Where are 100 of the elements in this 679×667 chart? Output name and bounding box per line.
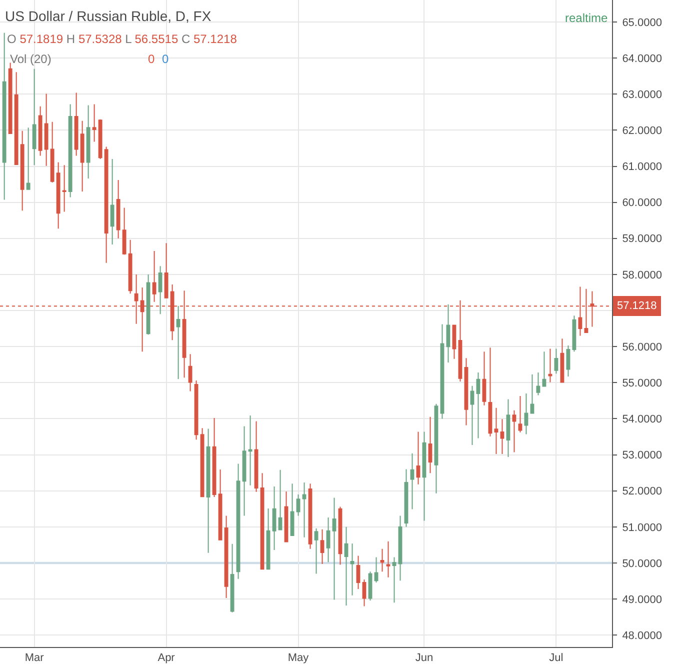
candlestick xyxy=(194,380,198,440)
candlestick xyxy=(152,250,156,302)
candlestick xyxy=(368,571,372,601)
candlestick xyxy=(26,127,30,190)
y-tick-label: 55.0000 xyxy=(622,378,662,390)
candlestick xyxy=(212,417,216,498)
ref-line-label: 57.1218 xyxy=(617,300,657,312)
candlestick xyxy=(332,497,336,600)
candlestick xyxy=(68,104,72,198)
candlestick xyxy=(278,469,282,530)
candlestick xyxy=(356,555,360,590)
candlestick xyxy=(428,416,432,474)
annotation: 0 xyxy=(162,52,169,66)
candlestick xyxy=(32,68,36,166)
candlestick xyxy=(386,540,390,578)
candlestick xyxy=(518,395,522,433)
x-tick-label: Jun xyxy=(415,652,434,664)
candlestick xyxy=(62,164,66,212)
candlestick xyxy=(122,207,126,256)
candlestick xyxy=(314,528,318,574)
candlestick xyxy=(206,428,210,554)
text: US Dollar / Russian Ruble, D, FX xyxy=(5,8,212,24)
candlestick xyxy=(92,104,96,142)
candlestick xyxy=(260,472,264,570)
candlestick xyxy=(14,72,18,165)
x-tick-label: May xyxy=(288,652,310,664)
y-tick-label: 59.0000 xyxy=(622,233,662,246)
candlestick xyxy=(476,372,480,439)
y-tick-label: 49.0000 xyxy=(622,594,662,606)
annotation: O 57.1819 H 57.5328 L 56.5515 C 57.1218 xyxy=(7,32,238,46)
y-tick-label: 56.0000 xyxy=(622,341,662,354)
y-tick-label: 54.0000 xyxy=(622,414,662,426)
candlestick xyxy=(482,351,486,406)
candlestick xyxy=(362,579,366,607)
candlestick xyxy=(254,420,258,492)
candlestick xyxy=(548,348,552,383)
candlestick xyxy=(464,358,468,426)
candlestick xyxy=(392,556,396,604)
candlestick xyxy=(530,374,534,414)
candlestick xyxy=(308,483,312,550)
y-tick-label: 48.0000 xyxy=(622,630,662,642)
candlestick xyxy=(110,158,114,246)
candlestick xyxy=(20,130,24,212)
candlestick xyxy=(512,410,516,453)
candlestick xyxy=(410,452,414,510)
candlestick xyxy=(86,104,90,180)
candlestick xyxy=(320,528,324,565)
y-tick-label: 53.0000 xyxy=(622,450,662,462)
y-tick-label: 50.0000 xyxy=(622,558,662,570)
candlestick xyxy=(200,428,204,498)
candlestick xyxy=(422,431,426,522)
candlestick xyxy=(488,347,492,437)
annotation: Vol (20) xyxy=(10,52,52,66)
candlestick xyxy=(446,304,450,363)
x-tick-label: Jul xyxy=(549,652,564,664)
y-tick-label: 60.0000 xyxy=(622,197,662,210)
candlestick xyxy=(98,118,102,160)
candlestick xyxy=(560,338,564,383)
candlestick xyxy=(524,392,528,435)
candlestick xyxy=(434,403,438,494)
candlestick xyxy=(266,508,270,570)
y-tick-label: 64.0000 xyxy=(622,52,662,65)
candlestick xyxy=(230,543,234,613)
candlestick xyxy=(164,242,168,298)
candlestick xyxy=(440,324,444,420)
candlestick xyxy=(296,494,300,516)
candlestick xyxy=(176,305,180,380)
candlestick xyxy=(158,266,162,315)
candlestick xyxy=(38,106,42,156)
candlestick xyxy=(380,548,384,572)
candlestick xyxy=(404,468,408,528)
candlestick xyxy=(242,426,246,516)
candlestick xyxy=(572,315,576,352)
candlestick xyxy=(500,418,504,455)
y-tick-label: 51.0000 xyxy=(622,522,662,534)
candlestick xyxy=(218,469,222,540)
candlestick xyxy=(128,239,132,294)
candlestick xyxy=(104,146,108,264)
candlestick xyxy=(350,542,354,596)
candlestick xyxy=(248,414,252,486)
candlestick xyxy=(506,398,510,458)
y-tick-label: 63.0000 xyxy=(622,88,662,101)
candlestick xyxy=(74,92,78,156)
candlestick xyxy=(494,407,498,455)
candlestick xyxy=(50,121,54,183)
candlestick xyxy=(146,274,150,336)
candlestick xyxy=(536,372,540,396)
annotation: realtime xyxy=(565,11,608,25)
candlestick xyxy=(2,32,6,200)
candlestick xyxy=(8,62,12,134)
candlestick xyxy=(344,526,348,606)
candlestick xyxy=(188,354,192,392)
candlestick xyxy=(290,483,294,536)
candlestick xyxy=(284,491,288,542)
y-tick-label: 65.0000 xyxy=(622,16,662,29)
candlestick xyxy=(338,506,342,566)
candlestick xyxy=(470,385,474,446)
candlestick xyxy=(272,486,276,550)
candlestick xyxy=(236,463,240,580)
y-tick-label: 61.0000 xyxy=(622,161,662,174)
